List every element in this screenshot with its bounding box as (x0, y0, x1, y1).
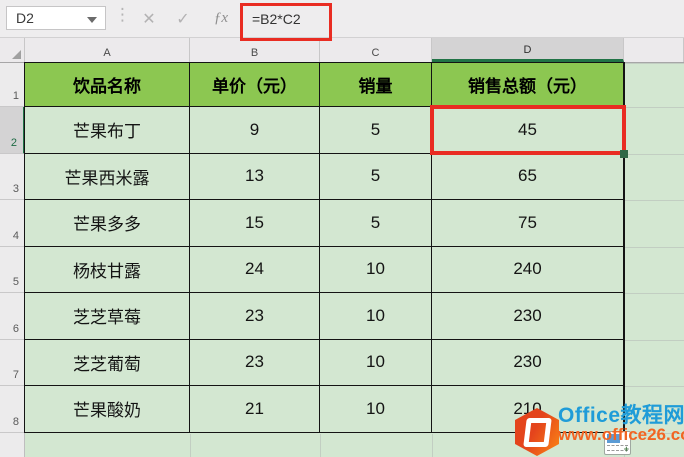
cell-C1[interactable]: 销量 (320, 63, 432, 107)
row-header-4[interactable]: 4 (0, 200, 25, 247)
gridline (625, 107, 684, 108)
cell-C7[interactable]: 10 (320, 339, 432, 386)
column-header-D[interactable]: D (432, 38, 624, 62)
cell-B6[interactable]: 23 (190, 293, 320, 340)
gridline (625, 293, 684, 294)
cell-D8[interactable]: 210 (432, 386, 624, 433)
cancel-icon[interactable]: ✕ (142, 10, 156, 28)
gridline (625, 386, 684, 387)
cell-D2[interactable]: 45 (432, 107, 624, 154)
cell-C4[interactable]: 5 (320, 200, 432, 247)
formula-bar-separator-dots-icon: ⋮ (114, 5, 131, 24)
select-all-triangle-icon (12, 50, 21, 59)
cell-D6[interactable]: 230 (432, 293, 624, 340)
cell-A4[interactable]: 芒果多多 (25, 200, 190, 247)
gridline (190, 433, 191, 457)
cell-D4[interactable]: 75 (432, 200, 624, 247)
confirm-icon[interactable]: ✓ (176, 10, 190, 28)
fill-options-grid-icon (607, 434, 620, 443)
column-header-A[interactable]: A (25, 38, 190, 62)
gridline (320, 433, 321, 457)
gridline (432, 433, 433, 457)
cell-C6[interactable]: 10 (320, 293, 432, 340)
cell-D1[interactable]: 销售总额（元） (432, 63, 624, 107)
row-header-8[interactable]: 8 (0, 386, 25, 433)
fill-handle[interactable] (620, 150, 628, 158)
formula-bar: D2 ⋮ ✕ ✓ ƒx =B2*C2 (0, 0, 684, 38)
cell-C8[interactable]: 10 (320, 386, 432, 433)
gridline (625, 200, 684, 201)
gridline (625, 153, 684, 155)
row-header-3[interactable]: 3 (0, 153, 25, 200)
cell-B1[interactable]: 单价（元） (190, 63, 320, 107)
column-header-B[interactable]: B (190, 38, 320, 62)
name-box-value: D2 (16, 10, 34, 26)
cell-A7[interactable]: 芝芝葡萄 (25, 339, 190, 386)
cell-B4[interactable]: 15 (190, 200, 320, 247)
formula-input[interactable]: =B2*C2 (252, 10, 301, 27)
select-all-button[interactable] (0, 38, 25, 62)
row-header-1[interactable]: 1 (0, 63, 25, 107)
row-header-2[interactable]: 2 (0, 107, 25, 154)
cell-A1[interactable]: 饮品名称 (25, 63, 190, 107)
column-header-C[interactable]: C (320, 38, 432, 62)
insert-function-icon[interactable]: ƒx (213, 10, 229, 26)
fill-options-button[interactable]: + (604, 431, 631, 455)
cell-B5[interactable]: 24 (190, 246, 320, 293)
cell-A2[interactable]: 芒果布丁 (25, 107, 190, 154)
cell-B2[interactable]: 9 (190, 107, 320, 154)
chevron-down-icon[interactable] (87, 17, 97, 23)
gridline (625, 339, 684, 341)
cell-C5[interactable]: 10 (320, 246, 432, 293)
cell-D3[interactable]: 65 (432, 153, 624, 200)
row-header-6[interactable]: 6 (0, 293, 25, 340)
cell-C2[interactable]: 5 (320, 107, 432, 154)
cell-D7[interactable]: 230 (432, 339, 624, 386)
cell-A3[interactable]: 芒果西米露 (25, 153, 190, 200)
gridline (625, 63, 684, 64)
row-header-7[interactable]: 7 (0, 339, 25, 386)
name-box[interactable]: D2 (6, 6, 106, 30)
gridline (625, 246, 684, 248)
row-header-5[interactable]: 5 (0, 246, 25, 293)
cell-A6[interactable]: 芝芝草莓 (25, 293, 190, 340)
column-header-stub[interactable] (624, 38, 684, 62)
cell-D5[interactable]: 240 (432, 246, 624, 293)
cell-B8[interactable]: 21 (190, 386, 320, 433)
cell-B7[interactable]: 23 (190, 339, 320, 386)
gridline (625, 432, 684, 434)
cell-C3[interactable]: 5 (320, 153, 432, 200)
cell-A8[interactable]: 芒果酸奶 (25, 386, 190, 433)
cell-B3[interactable]: 13 (190, 153, 320, 200)
cell-A5[interactable]: 杨枝甘露 (25, 246, 190, 293)
